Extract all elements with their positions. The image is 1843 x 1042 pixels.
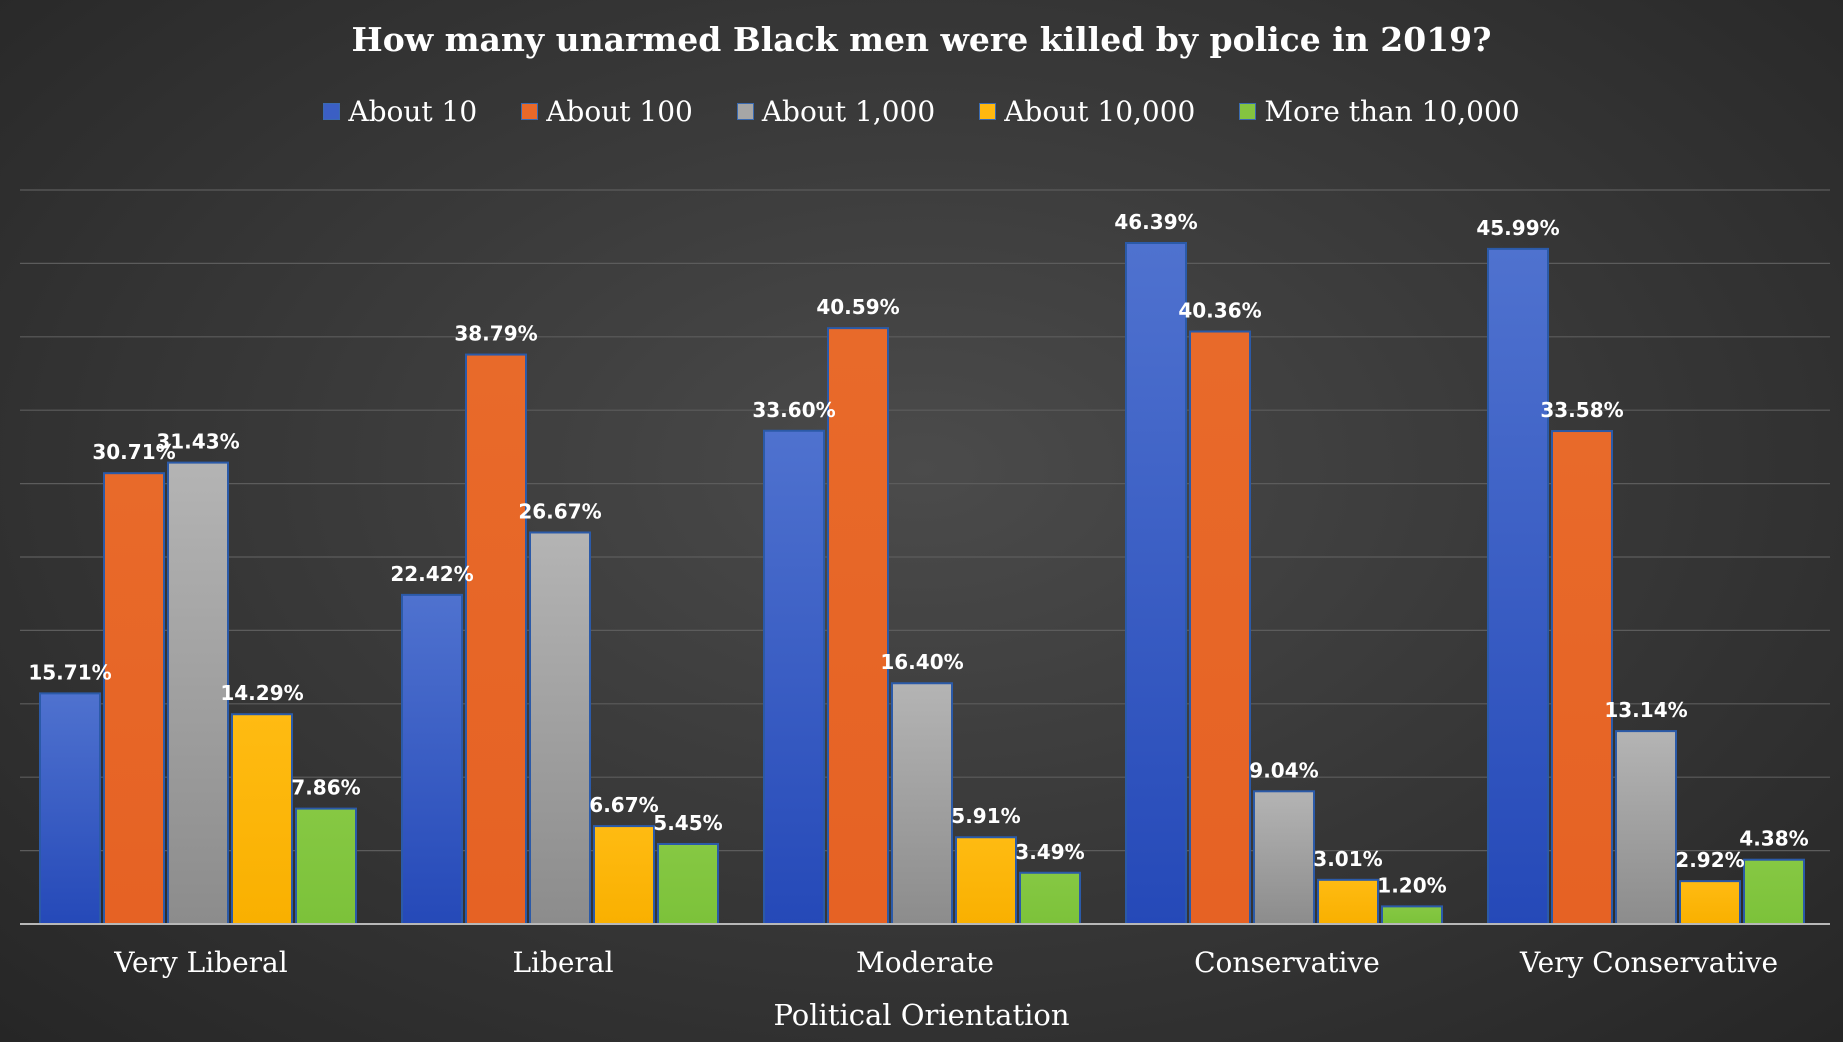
legend-item-more-than-10000: More than 10,000 <box>1239 95 1520 128</box>
legend-item-about-1000: About 1,000 <box>736 95 936 128</box>
data-label-liberal-about-10-000: 6.67% <box>589 793 658 817</box>
data-label-moderate-about-1-000: 16.40% <box>880 650 963 674</box>
chart-title: How many unarmed Black men were killed b… <box>351 20 1492 59</box>
x-tick-label-very-conservative: Very Conservative <box>1519 946 1778 979</box>
x-tick-label-liberal: Liberal <box>512 946 613 979</box>
legend-item-about-100: About 100 <box>521 95 693 128</box>
legend-swatch-about-10000 <box>979 103 997 120</box>
data-label-liberal-about-10: 22.42% <box>390 562 473 586</box>
legend-swatch-about-100 <box>521 103 539 120</box>
x-tick-label-very-liberal: Very Liberal <box>113 946 287 979</box>
legend-label-about-100: About 100 <box>546 95 693 128</box>
data-label-very-conservative-about-10-000: 2.92% <box>1675 848 1744 872</box>
bar-very-conservative-about-1-000 <box>1615 730 1677 925</box>
data-label-conservative-about-10: 46.39% <box>1114 210 1197 234</box>
legend-item-about-10: About 10 <box>323 95 477 128</box>
bar-liberal-more-than-10-000 <box>657 842 719 926</box>
bar-very-liberal-about-1-000 <box>167 461 229 925</box>
bar-very-conservative-more-than-10-000 <box>1743 858 1805 925</box>
x-tick-label-moderate: Moderate <box>856 946 994 979</box>
data-label-conservative-more-than-10-000: 1.20% <box>1377 873 1446 897</box>
bar-moderate-about-1-000 <box>891 682 953 925</box>
legend: About 10 About 100 About 1,000 About 10,… <box>0 95 1843 128</box>
data-label-very-liberal-more-than-10-000: 7.86% <box>291 776 360 800</box>
data-label-moderate-more-than-10-000: 3.49% <box>1015 840 1084 864</box>
legend-label-about-10000: About 10,000 <box>1004 95 1196 128</box>
data-label-liberal-more-than-10-000: 5.45% <box>653 811 722 835</box>
data-label-conservative-about-100: 40.36% <box>1178 299 1261 323</box>
legend-label-about-10: About 10 <box>348 95 478 128</box>
data-label-very-conservative-about-100: 33.58% <box>1540 398 1623 422</box>
data-label-very-liberal-about-100: 30.71% <box>92 440 175 464</box>
legend-swatch-about-10 <box>323 103 341 120</box>
bar-liberal-about-1-000 <box>529 531 591 925</box>
bar-very-liberal-about-10-000 <box>231 713 293 925</box>
bar-conservative-about-100 <box>1189 330 1251 925</box>
data-label-moderate-about-100: 40.59% <box>816 295 899 319</box>
data-label-liberal-about-100: 38.79% <box>454 322 537 346</box>
bar-liberal-about-10-000 <box>593 825 655 926</box>
bar-very-liberal-about-100 <box>103 472 165 925</box>
bar-very-conservative-about-10-000 <box>1679 880 1741 925</box>
data-label-conservative-about-10-000: 3.01% <box>1313 847 1382 871</box>
legend-label-more-than-10000: More than 10,000 <box>1264 95 1520 128</box>
bar-conservative-about-1-000 <box>1253 790 1315 925</box>
legend-swatch-more-than-10000 <box>1239 103 1257 120</box>
data-label-moderate-about-10: 33.60% <box>752 398 835 422</box>
bar-moderate-about-10-000 <box>955 836 1017 926</box>
x-axis: Very Liberal Liberal Moderate Conservative V… <box>20 923 1830 979</box>
data-label-very-liberal-about-10: 15.71% <box>28 660 111 684</box>
bar-conservative-about-10-000 <box>1317 878 1379 925</box>
data-label-very-conservative-more-than-10-000: 4.38% <box>1739 827 1808 851</box>
bars <box>39 241 1805 926</box>
data-label-liberal-about-1-000: 26.67% <box>518 499 601 523</box>
bar-conservative-more-than-10-000 <box>1381 905 1443 925</box>
bar-liberal-about-10 <box>401 593 463 925</box>
data-label-very-liberal-about-10-000: 14.29% <box>220 681 303 705</box>
bar-moderate-more-than-10-000 <box>1019 871 1081 925</box>
legend-label-about-1000: About 1,000 <box>761 95 936 128</box>
bar-moderate-about-10 <box>763 429 825 925</box>
data-label-conservative-about-1-000: 9.04% <box>1249 758 1318 782</box>
legend-swatch-about-1000 <box>736 103 754 120</box>
bar-very-conservative-about-100 <box>1551 430 1613 925</box>
bar-moderate-about-100 <box>827 327 889 925</box>
bar-liberal-about-100 <box>465 353 527 925</box>
data-label-moderate-about-10-000: 5.91% <box>951 804 1020 828</box>
bar-very-liberal-about-10 <box>39 692 101 925</box>
bar-conservative-about-10 <box>1125 241 1187 925</box>
x-axis-title: Political Orientation <box>773 998 1070 1032</box>
data-label-very-conservative-about-10: 45.99% <box>1476 216 1559 240</box>
data-label-very-conservative-about-1-000: 13.14% <box>1604 698 1687 722</box>
bar-very-liberal-more-than-10-000 <box>295 807 357 925</box>
x-tick-label-conservative: Conservative <box>1194 946 1380 979</box>
data-labels: 15.71% 30.71%31.43% 14.29% 7.86% 22.42% 38.79… <box>28 210 1808 897</box>
bar-very-conservative-about-10 <box>1487 247 1549 925</box>
legend-item-about-10000: About 10,000 <box>979 95 1195 128</box>
data-label-very-liberal-about-1-000: 31.43% <box>156 430 239 454</box>
